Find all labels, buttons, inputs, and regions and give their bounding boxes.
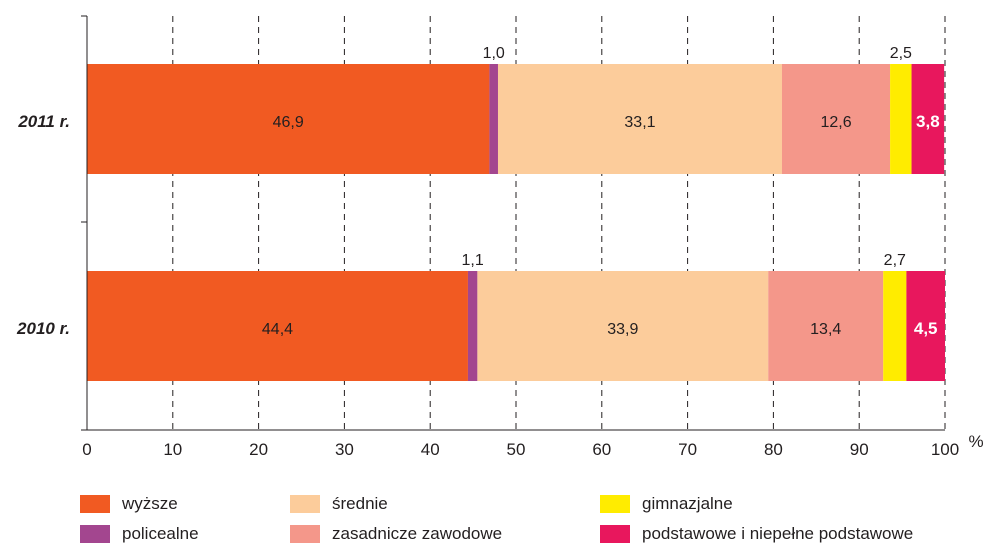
legend-item: wyższe xyxy=(80,494,178,514)
bar-segment-podstawowe-i-niepełne-podstawowe xyxy=(906,271,945,381)
chart-legend: wyższe policealne średnie zasadnicze zawodo… xyxy=(0,470,992,552)
stacked-bar-chart: 0 10 20 30 40 50 60 70 80 90 100 % 2011 r. 2010 r. 46… xyxy=(16,15,984,459)
data-label: 46,9 xyxy=(273,114,304,131)
x-tick-label: 30 xyxy=(335,440,354,459)
bar-segment-średnie xyxy=(477,271,769,381)
data-label: 44,4 xyxy=(262,321,293,338)
legend-swatch xyxy=(600,525,630,543)
data-label: 33,1 xyxy=(624,114,655,131)
legend-item: podstawowe i niepełne podstawowe xyxy=(600,524,913,544)
legend-item: policealne xyxy=(80,524,199,544)
legend-swatch xyxy=(80,495,110,513)
category-label: 2010 r. xyxy=(16,319,70,338)
legend-item: zasadnicze zawodowe xyxy=(290,524,502,544)
legend-item: średnie xyxy=(290,494,388,514)
x-tick-label: 60 xyxy=(592,440,611,459)
data-label: 1,0 xyxy=(483,45,505,62)
data-label: 3,8 xyxy=(916,112,940,131)
bar-segment-gimnazjalne xyxy=(883,271,907,381)
x-tick-label: 70 xyxy=(678,440,697,459)
data-label: 13,4 xyxy=(810,321,841,338)
legend-label: średnie xyxy=(332,494,388,513)
data-label: 33,9 xyxy=(607,321,638,338)
x-tick-label: 90 xyxy=(850,440,869,459)
data-label: 2,7 xyxy=(884,252,906,269)
bar-segment-policealne xyxy=(467,271,478,381)
bar-segment-policealne xyxy=(489,64,498,174)
legend-label: zasadnicze zawodowe xyxy=(332,524,503,543)
x-tick-label: 80 xyxy=(764,440,783,459)
legend-label: gimnazjalne xyxy=(642,494,733,513)
bar-segment-zasadnicze-zawodowe xyxy=(768,271,884,381)
x-axis-unit: % xyxy=(968,432,983,451)
bar-segment-wyższe xyxy=(87,64,490,174)
category-label: 2011 r. xyxy=(17,112,70,131)
x-tick-label: 10 xyxy=(163,440,182,459)
legend-item: gimnazjalne xyxy=(600,494,733,514)
bar-segment-podstawowe-i-niepełne-podstawowe xyxy=(911,64,945,174)
legend-label: podstawowe i niepełne podstawowe xyxy=(642,524,914,543)
legend-swatch xyxy=(600,495,630,513)
bar-segment-wyższe xyxy=(87,271,468,381)
data-label: 4,5 xyxy=(914,319,938,338)
x-tick-label: 0 xyxy=(82,440,91,459)
legend-label: policealne xyxy=(122,524,199,543)
bar-segment-średnie xyxy=(497,64,782,174)
x-tick-label: 50 xyxy=(507,440,526,459)
x-tick-label: 40 xyxy=(421,440,440,459)
x-tick-label: 100 xyxy=(931,440,959,459)
data-label: 1,1 xyxy=(462,252,484,269)
bar-segment-gimnazjalne xyxy=(890,64,912,174)
data-label: 2,5 xyxy=(890,45,912,62)
x-tick-label: 20 xyxy=(249,440,268,459)
legend-swatch xyxy=(290,495,320,513)
legend-label: wyższe xyxy=(122,494,178,513)
legend-swatch xyxy=(290,525,320,543)
bar-segment-zasadnicze-zawodowe xyxy=(781,64,891,174)
data-label: 12,6 xyxy=(820,114,851,131)
legend-swatch xyxy=(80,525,110,543)
